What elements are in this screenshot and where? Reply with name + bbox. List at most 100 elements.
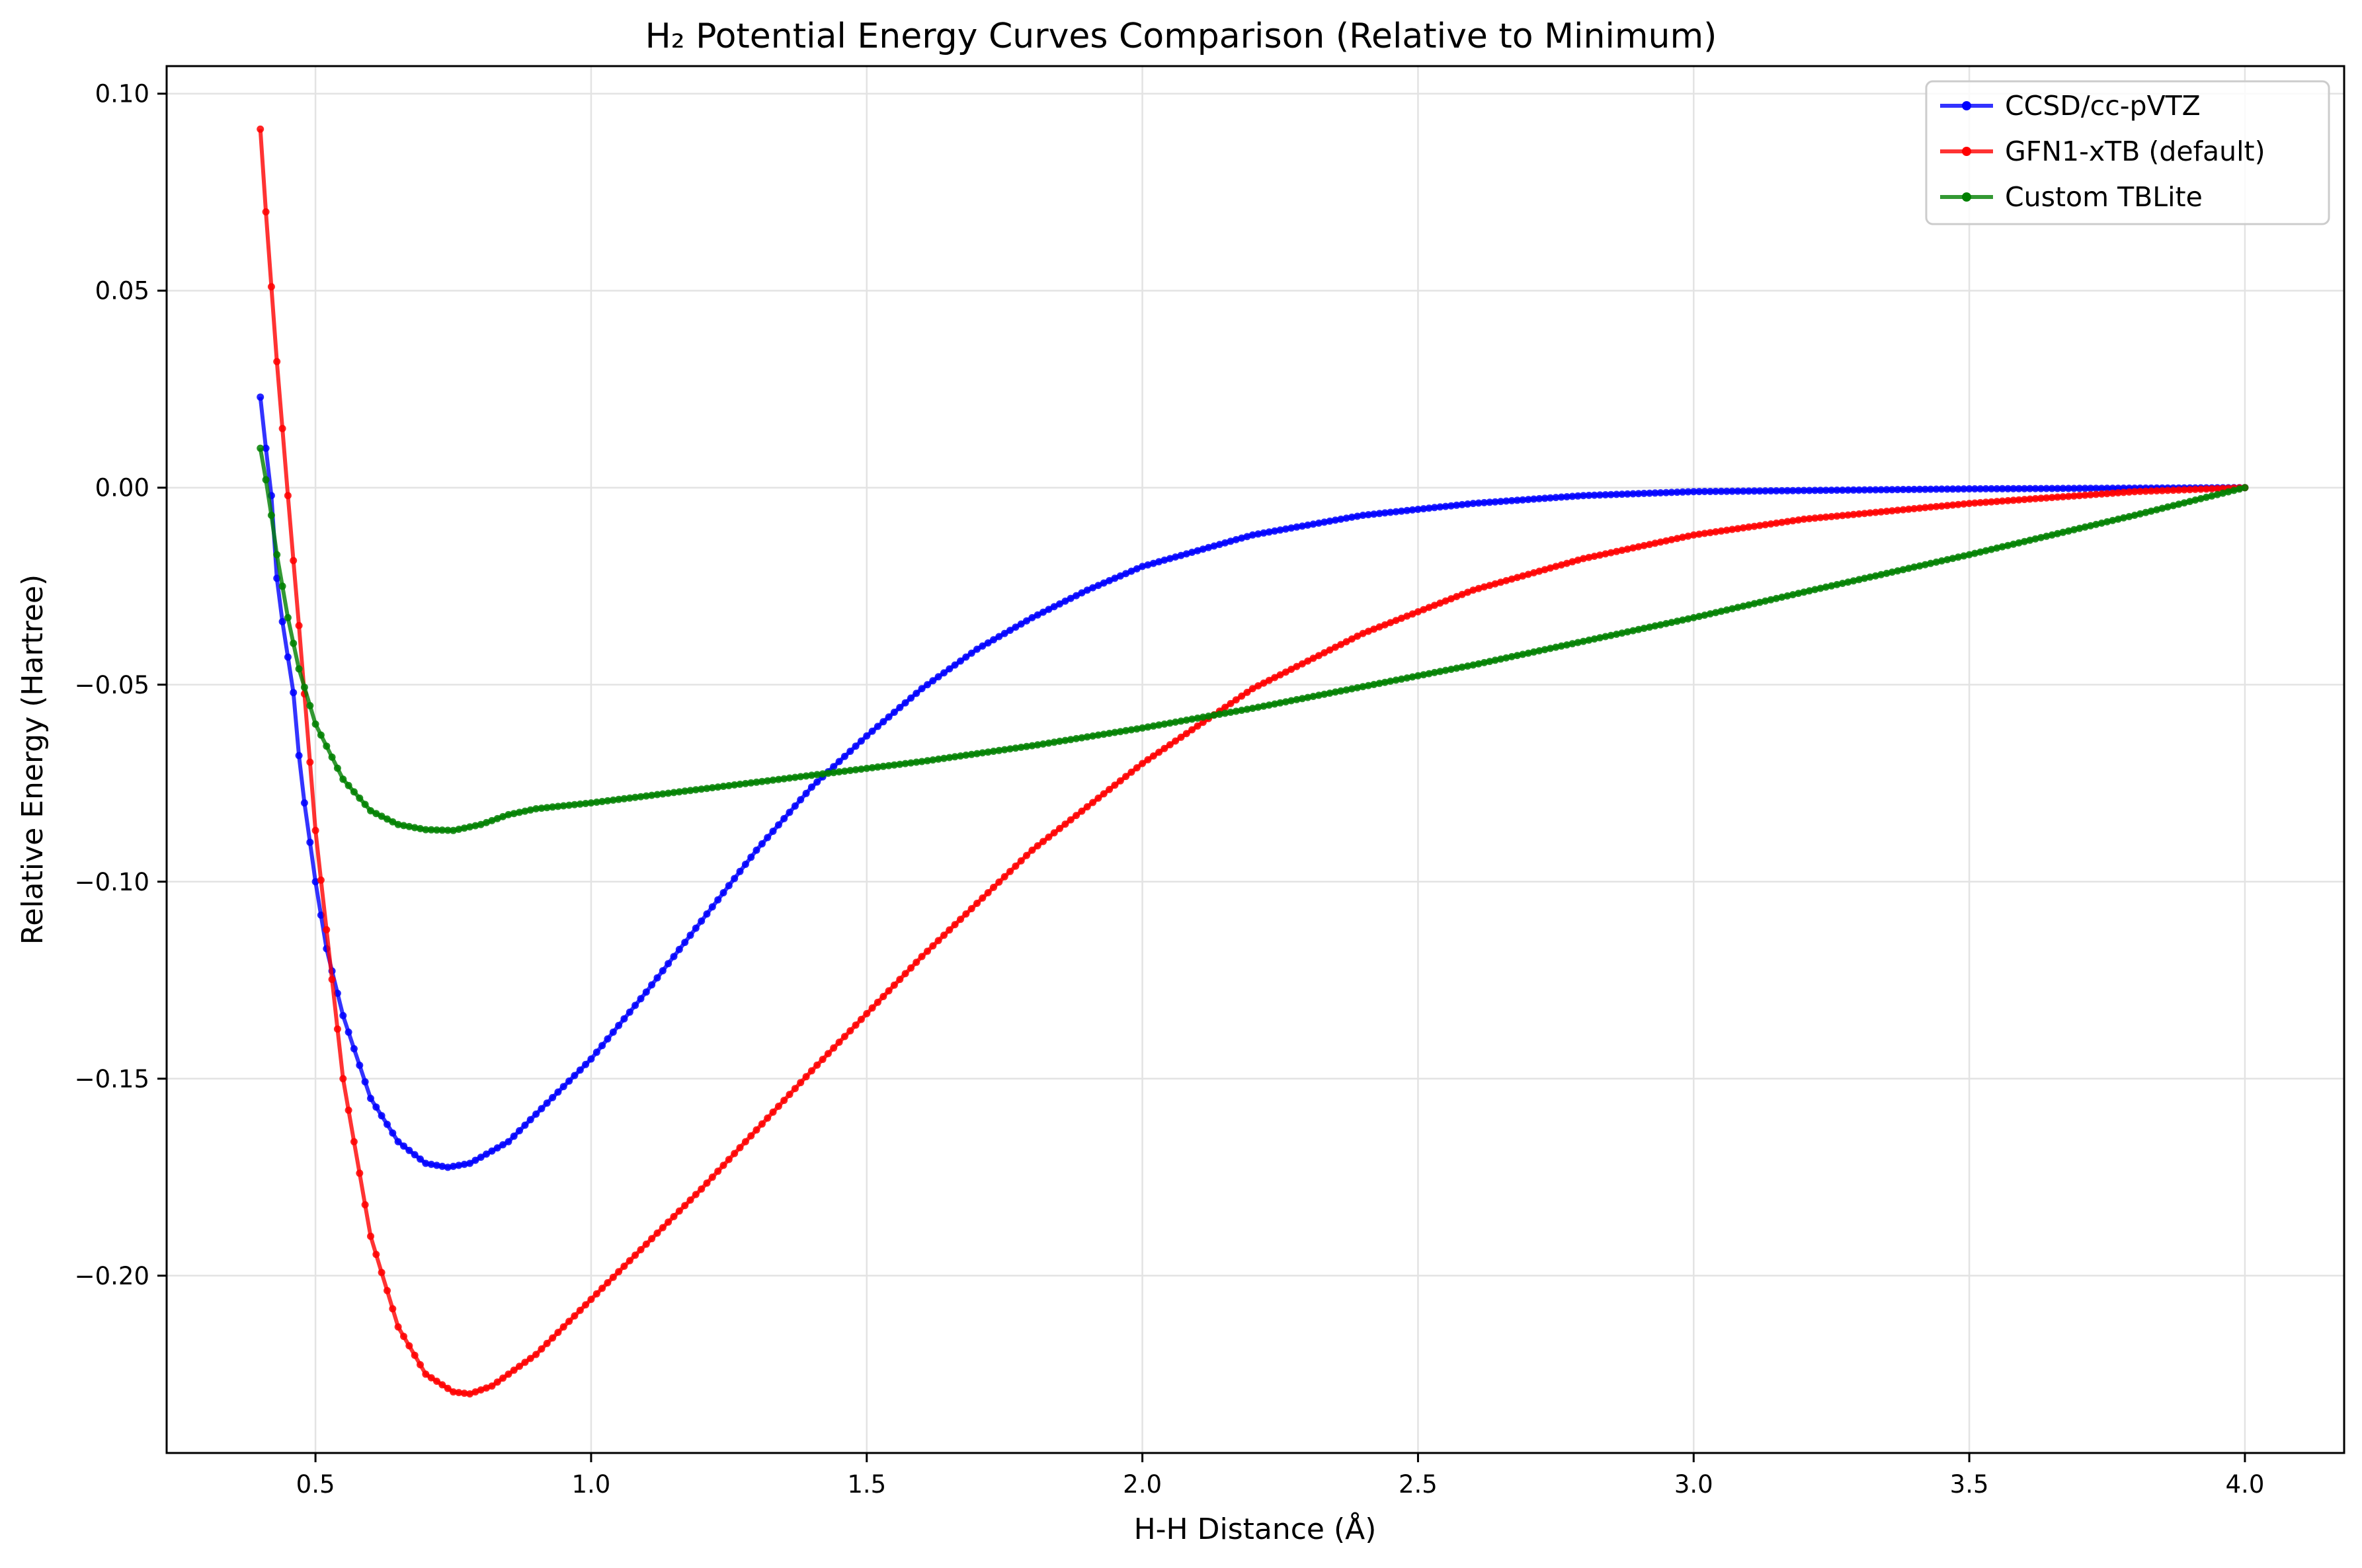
data-point [1392,508,1400,516]
data-point [703,910,711,918]
data-point [1772,487,1780,494]
data-point [1039,838,1047,845]
data-point [1750,487,1758,495]
data-point [1745,601,1753,609]
data-point [1094,582,1102,590]
data-point [1861,510,1869,518]
data-point [1795,516,1803,524]
data-point [1100,579,1108,587]
data-point [1805,515,1813,523]
data-point [2153,487,2161,494]
data-point [852,742,860,750]
data-point [1888,507,1896,515]
data-point [450,826,457,834]
data-point [2010,485,2017,492]
data-point [2191,496,2199,504]
data-point [1805,587,1813,595]
data-point [1408,673,1416,681]
data-point [1921,485,1929,493]
data-point [786,808,794,816]
data-point [1927,485,1935,493]
data-point [1221,539,1229,547]
data-point [907,964,915,972]
data-point [714,896,722,904]
data-point [2230,487,2238,494]
data-point [1265,676,1273,684]
data-point [2021,537,2028,545]
data-point [1205,712,1213,720]
data-point [2026,536,2034,544]
data-point [1106,729,1114,737]
data-point [1238,534,1246,542]
data-point [1430,504,1438,512]
data-point [1000,873,1008,881]
data-point [339,1075,347,1083]
data-point [1155,748,1163,756]
data-point [1420,505,1428,513]
legend-marker [1962,192,1971,202]
data-point [1464,662,1471,670]
data-point [736,1144,744,1152]
data-point [714,1167,722,1175]
data-point [1993,498,2001,506]
data-point [499,812,507,820]
data-point [2004,541,2012,549]
data-point [311,826,319,834]
data-point [1012,744,1020,752]
data-point [1392,676,1400,684]
data-point [830,763,838,771]
data-point [797,1079,805,1087]
data-point [1800,515,1808,523]
data-point [1430,668,1438,676]
data-point [493,1144,501,1152]
data-point [962,910,970,918]
data-point [1254,530,1262,538]
data-point [505,810,512,818]
data-point [1116,777,1124,785]
data-point [521,1358,529,1366]
data-point [290,689,298,697]
data-point [1596,551,1604,559]
data-point [1514,496,1521,504]
data-point [1221,703,1229,711]
data-point [2175,500,2183,508]
data-point [1816,487,1824,494]
data-point [2125,488,2133,496]
data-point [400,822,407,830]
data-point [576,1306,584,1314]
data-point [846,1027,854,1035]
data-point [1910,563,1918,571]
data-point [824,1050,832,1058]
data-point [1408,506,1416,514]
data-point [559,802,567,810]
data-point [1783,487,1791,494]
data-point [1613,547,1621,555]
data-point [1756,598,1764,606]
data-point [670,953,678,960]
data-point [2092,520,2100,528]
data-point [1756,522,1764,529]
data-point [802,1073,810,1081]
data-point [1662,489,1670,496]
data-point [582,1060,590,1068]
data-point [2015,539,2023,547]
data-point [438,826,446,834]
data-point [505,1370,512,1378]
data-point [653,791,661,799]
plot-area [257,125,2249,1398]
data-point [819,770,827,778]
data-point [840,1033,848,1040]
data-point [1547,564,1554,572]
data-point [901,760,909,767]
data-point [1039,608,1047,616]
data-point [1635,490,1643,498]
data-point [1805,487,1813,494]
data-point [505,1138,512,1146]
data-point [273,358,281,366]
data-point [901,970,909,978]
data-point [1293,662,1301,670]
series-line [258,129,2246,1396]
data-point [807,783,815,791]
data-point [278,424,286,432]
data-point [2170,502,2178,510]
